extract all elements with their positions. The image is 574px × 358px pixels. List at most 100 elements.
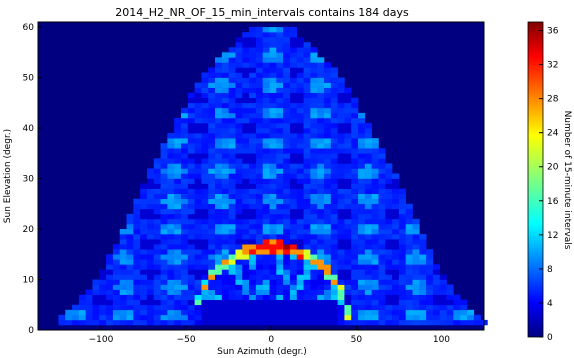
heatmap-cell xyxy=(344,264,352,270)
heatmap-cell xyxy=(276,198,284,205)
heatmap-cell xyxy=(364,284,372,290)
heatmap-cell xyxy=(221,234,229,240)
heatmap-cell xyxy=(283,178,291,184)
heatmap-cell xyxy=(187,143,195,149)
heatmap-cell xyxy=(201,254,209,260)
heatmap-cell xyxy=(201,279,209,285)
heatmap-cell xyxy=(133,218,141,225)
heatmap-cell xyxy=(255,218,263,225)
heatmap-cell xyxy=(460,319,468,326)
heatmap-cell xyxy=(317,279,325,285)
heatmap-cell xyxy=(221,148,229,154)
heatmap-cell xyxy=(283,193,291,200)
heatmap-cell xyxy=(364,178,372,184)
heatmap-cell xyxy=(296,244,304,250)
heatmap-cell xyxy=(146,173,155,179)
heatmap-cell xyxy=(174,173,182,179)
heatmap-cell xyxy=(208,148,216,154)
heatmap-cell xyxy=(174,183,182,189)
heatmap-cell xyxy=(215,319,223,326)
colorbar-tick-label: 12 xyxy=(547,231,558,241)
heatmap-cell xyxy=(412,269,420,275)
heatmap-cell xyxy=(167,279,175,285)
heatmap-cell xyxy=(371,304,379,311)
heatmap-cell xyxy=(262,309,270,316)
heatmap-cell xyxy=(310,97,318,104)
heatmap-cell xyxy=(303,314,311,321)
heatmap-cell xyxy=(378,153,386,159)
heatmap-cell xyxy=(92,304,100,311)
heatmap-cell xyxy=(344,218,352,225)
heatmap-cell xyxy=(201,319,209,326)
heatmap-cell xyxy=(160,163,168,169)
heatmap-cell xyxy=(215,289,223,295)
heatmap-cell xyxy=(180,163,189,169)
heatmap-cell xyxy=(289,274,298,280)
colorbar-tick-label: 16 xyxy=(547,197,559,207)
heatmap-cell xyxy=(276,102,284,109)
heatmap-cell xyxy=(215,107,223,114)
y-tick-label: 50 xyxy=(23,74,35,84)
heatmap-cell xyxy=(112,294,121,301)
heatmap-cell xyxy=(201,133,209,139)
heatmap-cell xyxy=(215,92,223,99)
heatmap-cell xyxy=(215,143,223,149)
heatmap-cell xyxy=(351,107,359,114)
heatmap-cell xyxy=(405,289,413,295)
heatmap-cell xyxy=(358,183,366,189)
heatmap-cell xyxy=(262,72,270,78)
heatmap-cell xyxy=(296,208,304,215)
heatmap-cell xyxy=(249,289,257,295)
heatmap-cell xyxy=(310,259,318,265)
heatmap-cell xyxy=(289,52,298,58)
heatmap-cell xyxy=(330,198,338,205)
heatmap-cell xyxy=(215,244,223,250)
heatmap-cell xyxy=(194,289,202,295)
heatmap-cell xyxy=(364,274,372,280)
heatmap-cell xyxy=(426,319,434,326)
heatmap-cell xyxy=(323,67,332,73)
heatmap-cell xyxy=(133,314,141,321)
heatmap-cell xyxy=(249,229,257,235)
heatmap-cell xyxy=(439,319,447,326)
heatmap-cell xyxy=(317,178,325,184)
heatmap-cell xyxy=(405,234,413,240)
heatmap-cell xyxy=(344,173,352,179)
heatmap-cell xyxy=(330,128,338,134)
heatmap-cell xyxy=(180,289,189,295)
heatmap-cell xyxy=(255,138,263,144)
heatmap-cell xyxy=(439,314,447,321)
heatmap-cell xyxy=(119,274,127,280)
heatmap-cell xyxy=(194,97,202,104)
heatmap-cell xyxy=(255,97,263,104)
heatmap-cell xyxy=(296,274,304,280)
heatmap-cell xyxy=(262,178,270,184)
chart-title: 2014_H2_NR_OF_15_min_intervals contains … xyxy=(115,6,409,19)
heatmap-cell xyxy=(235,107,243,114)
heatmap-cell xyxy=(242,133,250,139)
heatmap-cell xyxy=(392,218,400,225)
heatmap-cell xyxy=(371,138,379,144)
heatmap-cell xyxy=(221,62,229,68)
heatmap-cell xyxy=(255,274,263,280)
heatmap-cell xyxy=(364,183,372,189)
heatmap-cell xyxy=(146,188,155,194)
heatmap-cell xyxy=(180,168,189,174)
heatmap-cell xyxy=(99,289,107,295)
heatmap-cell xyxy=(330,314,338,321)
heatmap-cell xyxy=(242,234,250,240)
heatmap-cell xyxy=(453,299,461,306)
heatmap-cell xyxy=(310,299,318,306)
heatmap-cell xyxy=(262,37,270,43)
heatmap-cell xyxy=(208,319,216,326)
heatmap-cell xyxy=(174,264,182,270)
heatmap-cell xyxy=(283,163,291,169)
heatmap-cell xyxy=(364,188,372,194)
heatmap-cell xyxy=(187,133,195,139)
heatmap-cell xyxy=(296,319,304,326)
heatmap-cell xyxy=(242,102,250,109)
heatmap-cell xyxy=(235,143,243,149)
heatmap-cell xyxy=(133,259,141,265)
heatmap-cell xyxy=(344,102,352,109)
heatmap-cell xyxy=(446,284,454,290)
